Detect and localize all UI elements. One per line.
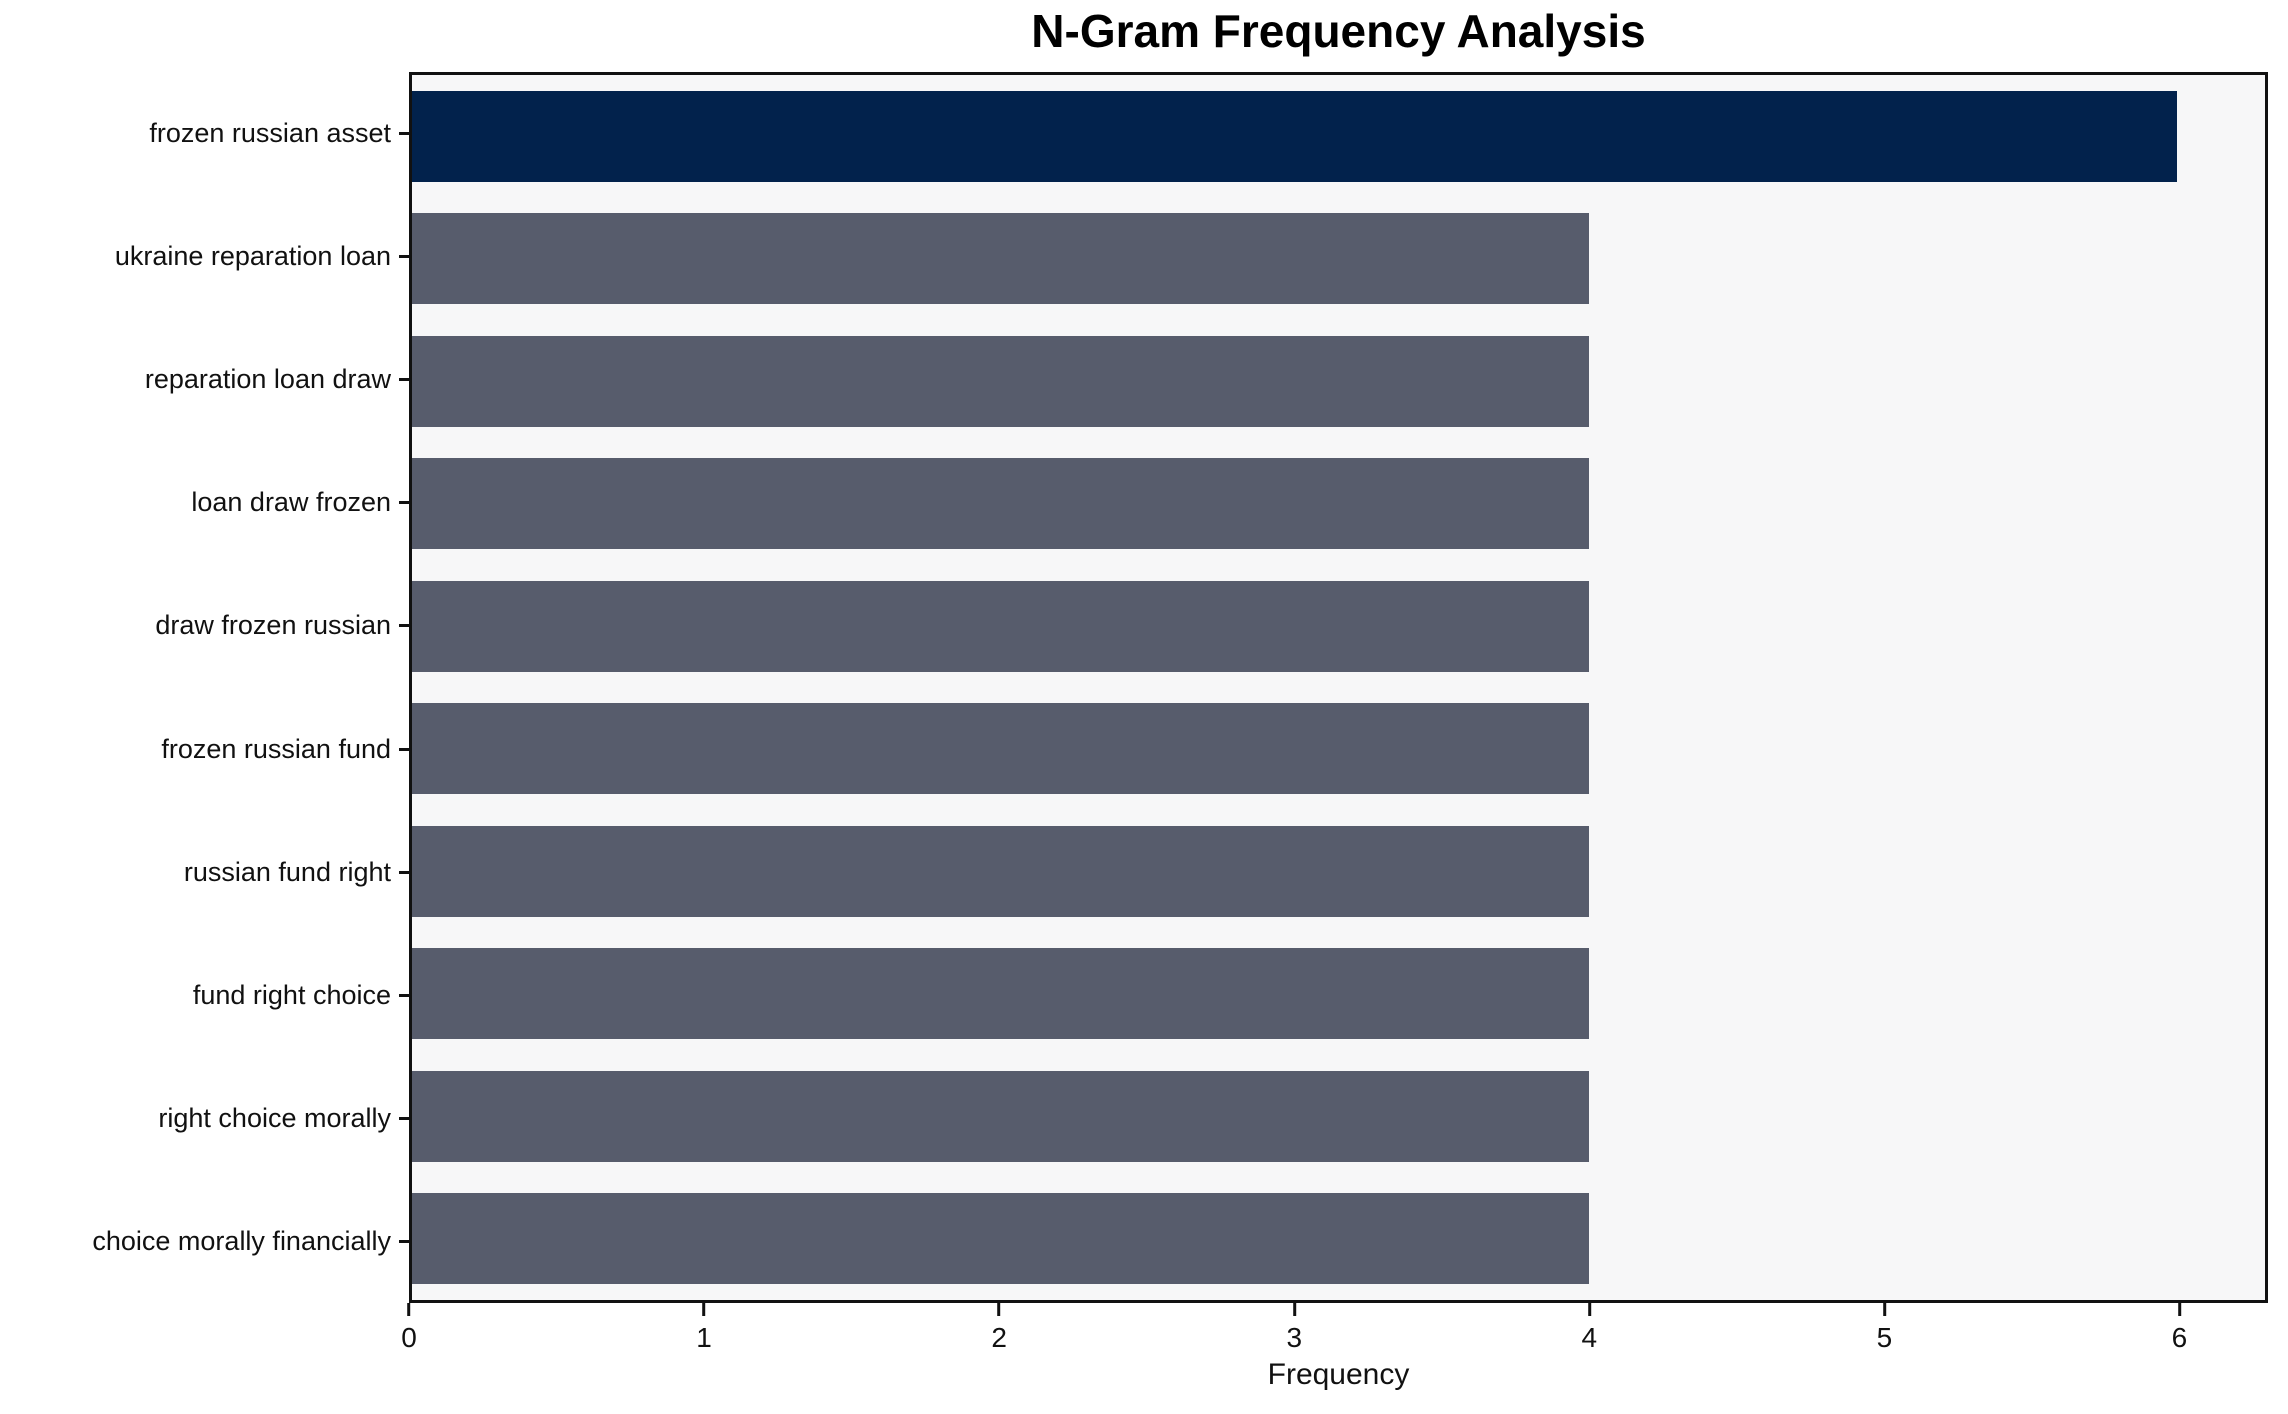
- plot-area: [409, 72, 2268, 1303]
- bar-row: [412, 1178, 2265, 1301]
- x-tick-label: 3: [1286, 1322, 1303, 1353]
- y-tick-mark: [399, 1116, 409, 1120]
- bar-row: [412, 443, 2265, 566]
- y-axis-row: draw frozen russian: [0, 564, 409, 687]
- y-tick-mark: [399, 993, 409, 997]
- x-tick-label: 2: [991, 1322, 1007, 1353]
- bar: [412, 825, 1589, 917]
- x-tick-mark: [2177, 1303, 2181, 1316]
- bar-row: [412, 320, 2265, 443]
- x-tick: 0: [401, 1303, 417, 1354]
- x-tick-label: 6: [2171, 1322, 2188, 1353]
- bar: [412, 335, 1589, 427]
- x-tick-mark: [1292, 1303, 1296, 1316]
- bar-row: [412, 933, 2265, 1056]
- y-tick-label: loan draw frozen: [191, 487, 391, 518]
- bar-row: [412, 198, 2265, 321]
- bar: [412, 458, 1589, 550]
- x-axis-label: Frequency: [1267, 1358, 1410, 1391]
- x-tick-mark: [702, 1303, 706, 1316]
- bar: [412, 213, 1589, 305]
- y-axis-labels: frozen russian asset ukraine reparation l…: [0, 72, 409, 1303]
- bar: [412, 580, 1589, 672]
- bar-row: [412, 810, 2265, 933]
- y-tick-label: draw frozen russian: [155, 610, 391, 641]
- x-tick-mark: [997, 1303, 1001, 1316]
- bar: [412, 948, 1589, 1040]
- y-tick-label: right choice morally: [158, 1102, 391, 1133]
- bar-row: [412, 688, 2265, 811]
- y-axis-row: loan draw frozen: [0, 441, 409, 564]
- x-tick-mark: [1587, 1303, 1591, 1316]
- y-tick-label: ukraine reparation loan: [114, 241, 391, 272]
- y-tick-label: fund right choice: [192, 979, 391, 1010]
- bar: [412, 703, 1589, 795]
- x-tick-label: 1: [696, 1322, 712, 1353]
- y-axis-row: reparation loan draw: [0, 318, 409, 441]
- x-tick: 2: [991, 1303, 1007, 1354]
- x-tick: 3: [1286, 1303, 1302, 1354]
- y-tick-label: russian fund right: [183, 856, 391, 887]
- y-tick-mark: [399, 132, 409, 136]
- y-axis-row: russian fund right: [0, 811, 409, 934]
- x-tick-label: 4: [1581, 1322, 1598, 1353]
- y-axis-row: frozen russian fund: [0, 687, 409, 810]
- x-tick-label: 5: [1876, 1322, 1893, 1353]
- y-tick-label: frozen russian asset: [149, 118, 391, 149]
- bar: [412, 90, 2177, 182]
- y-tick-mark: [399, 1239, 409, 1243]
- x-tick: 4: [1581, 1303, 1598, 1354]
- y-tick-label: frozen russian fund: [161, 733, 391, 764]
- x-tick-label: 0: [401, 1322, 417, 1353]
- y-tick-mark: [399, 747, 409, 751]
- bar: [412, 1193, 1589, 1285]
- chart-title: N-Gram Frequency Analysis: [1031, 5, 1646, 57]
- y-axis-row: frozen russian asset: [0, 72, 409, 195]
- y-axis-row: ukraine reparation loan: [0, 195, 409, 318]
- bar: [412, 1070, 1589, 1162]
- y-tick-label: reparation loan draw: [144, 364, 391, 395]
- y-axis-row: choice morally financially: [0, 1180, 409, 1303]
- x-tick-mark: [1882, 1303, 1886, 1316]
- x-tick-mark: [407, 1303, 411, 1316]
- x-axis: 0 1 2 3 4 5 6: [401, 1303, 2268, 1383]
- x-tick: 5: [1876, 1303, 1893, 1354]
- y-tick-mark: [399, 255, 409, 259]
- x-tick: 1: [696, 1303, 712, 1354]
- bars-container: [412, 75, 2265, 1300]
- y-axis-row: right choice morally: [0, 1057, 409, 1180]
- y-tick-label: choice morally financially: [92, 1225, 391, 1256]
- bar-row: [412, 75, 2265, 198]
- bar-row: [412, 565, 2265, 688]
- y-axis-row: fund right choice: [0, 934, 409, 1057]
- bar-row: [412, 1055, 2265, 1178]
- y-tick-mark: [399, 624, 409, 628]
- y-tick-mark: [399, 378, 409, 382]
- y-tick-mark: [399, 501, 409, 505]
- y-tick-mark: [399, 870, 409, 874]
- x-tick: 6: [2171, 1303, 2188, 1354]
